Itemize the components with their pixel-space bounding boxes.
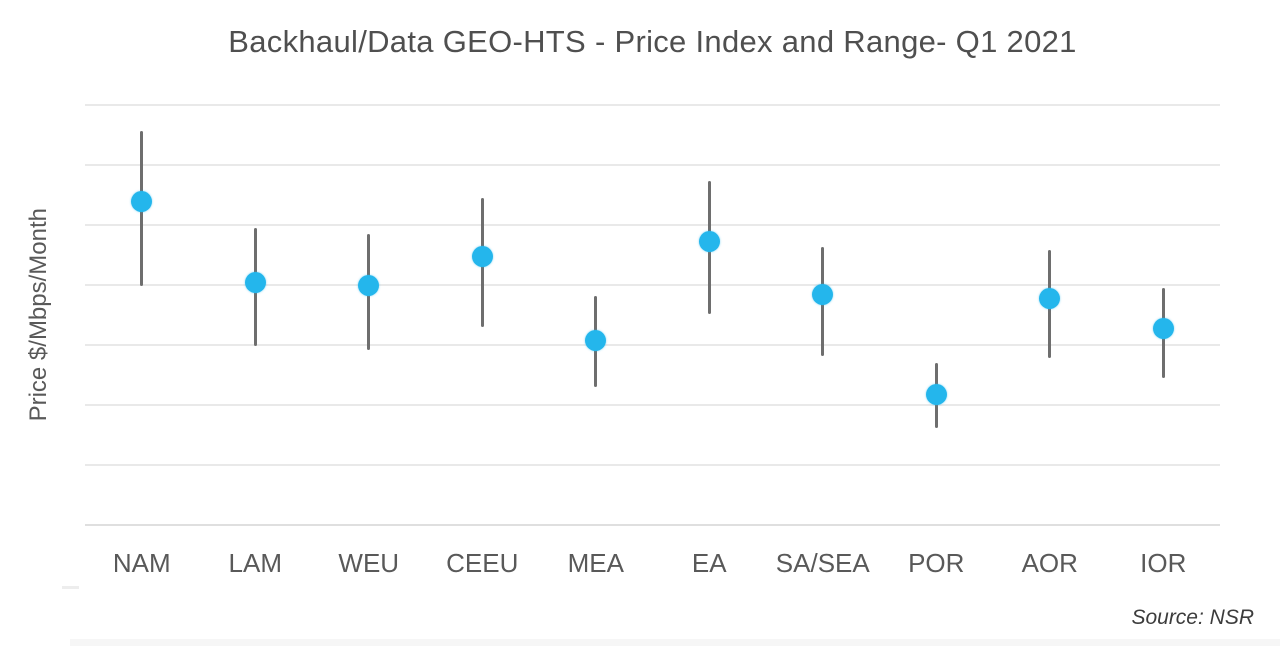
- price-index-dot: [1152, 317, 1174, 339]
- gridline: [85, 404, 1220, 406]
- gridline: [85, 164, 1220, 166]
- y-axis-label: Price $/Mbps/Month: [25, 208, 52, 422]
- x-tick-label: WEU: [338, 548, 400, 578]
- price-index-dot: [698, 231, 720, 253]
- stray-mark: [62, 586, 79, 589]
- plot-area: [85, 104, 1220, 526]
- price-index-dot: [471, 245, 493, 267]
- x-tick-label: NAM: [112, 548, 171, 578]
- x-tick-label: MEA: [567, 548, 624, 578]
- page-edge-strip: [70, 639, 1280, 646]
- x-tick-label: SA/SEA: [775, 548, 870, 578]
- gridline: [85, 224, 1220, 226]
- gridline: [85, 284, 1220, 286]
- gridline: [85, 104, 1220, 106]
- x-tick-label: EA: [691, 548, 727, 578]
- y-axis-label-container: Price $/Mbps/Month: [22, 105, 56, 525]
- gridline: [85, 344, 1220, 346]
- price-index-dot: [358, 274, 380, 296]
- x-tick-label: POR: [908, 548, 965, 578]
- x-axis-line: [85, 524, 1220, 526]
- price-index-dot: [812, 283, 834, 305]
- price-index-dot: [585, 329, 607, 351]
- chart-title: Backhaul/Data GEO-HTS - Price Index and …: [228, 24, 1077, 59]
- x-tick-label: IOR: [1140, 548, 1187, 578]
- x-tick-label: CEEU: [446, 548, 519, 578]
- source-note: Source: NSR: [1131, 606, 1254, 629]
- price-index-dot: [925, 383, 947, 405]
- price-index-dot: [244, 271, 266, 293]
- x-tick-label: LAM: [228, 548, 282, 578]
- gridline: [85, 464, 1220, 466]
- x-axis-labels: NAM LAM WEU CEEU MEA EA SA/SEA POR AOR IOR: [85, 548, 1220, 582]
- price-index-dot: [1039, 288, 1061, 310]
- x-tick-label: AOR: [1021, 548, 1078, 578]
- price-index-dot: [131, 190, 153, 212]
